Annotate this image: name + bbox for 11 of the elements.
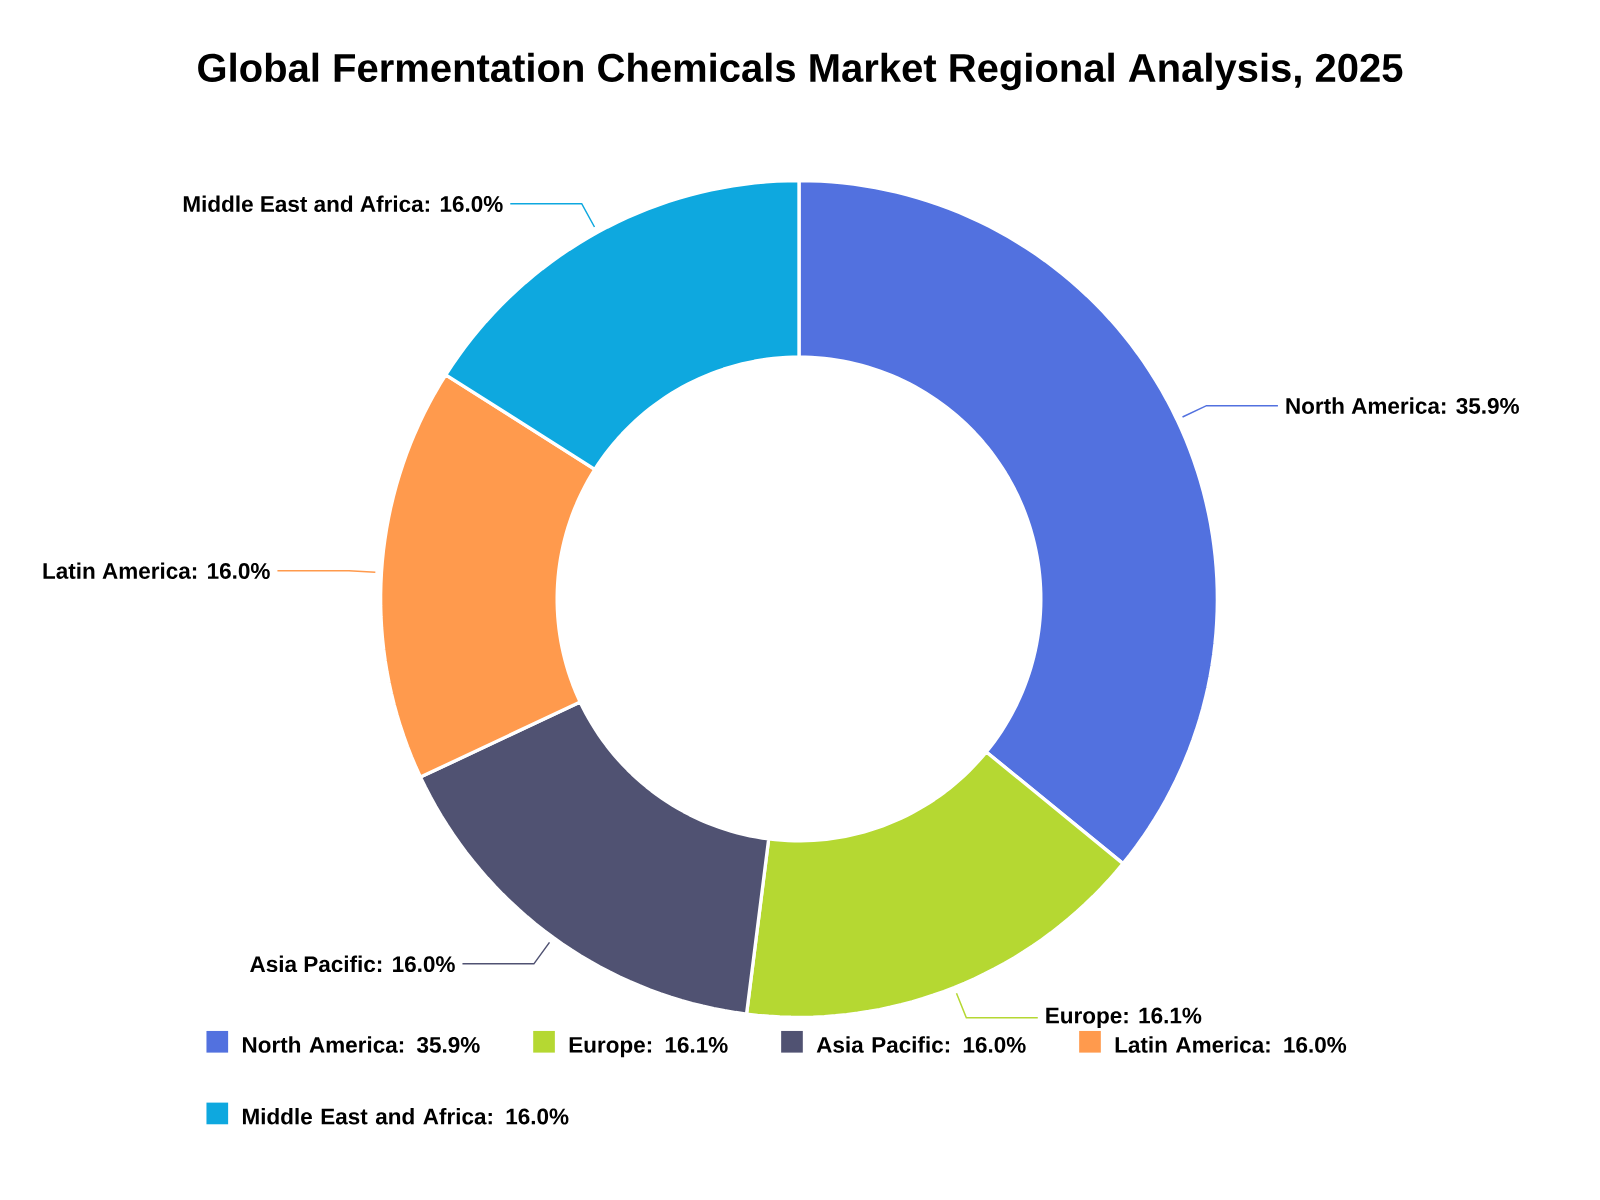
slice-label: North America: 35.9%	[1286, 397, 1519, 414]
legend-label: Latin America: 16.0%	[1115, 1036, 1347, 1053]
legend-label: North America: 35.9%	[242, 1036, 480, 1053]
legend-label: Middle East and Africa: 16.0%	[242, 1107, 569, 1125]
slice-label: Latin America: 16.0%	[43, 562, 270, 579]
slice-label: Asia Pacific: 16.0%	[250, 955, 455, 973]
slice-label: Europe: 16.1%	[1046, 1007, 1202, 1028]
legend-label: Asia Pacific: 16.0%	[816, 1036, 1026, 1053]
legend-label: Europe: 16.1%	[569, 1036, 728, 1058]
slice-label: Middle East and Africa: 16.0%	[183, 195, 503, 212]
chart-title: Global Fermentation Chemicals Market Regional Analysis, 2025	[198, 52, 1403, 91]
